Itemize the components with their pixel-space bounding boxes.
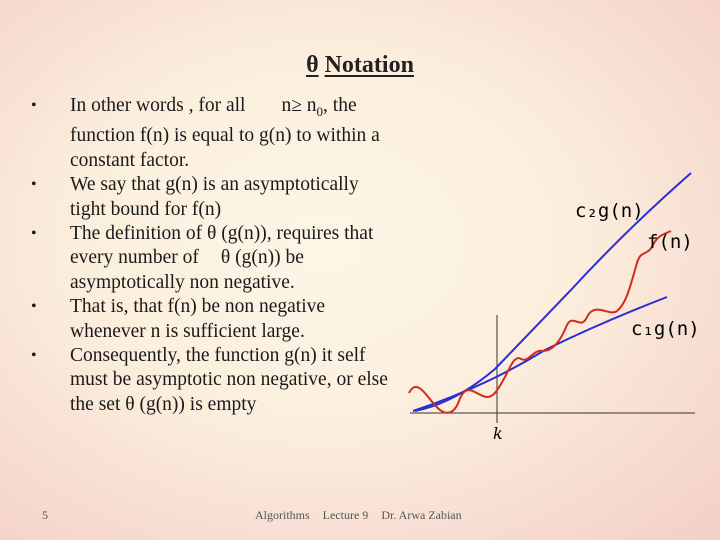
bullet-dot: • [31, 298, 37, 316]
f-curve [408, 230, 672, 414]
bullet-3-post: θ (g(n)) be asymptotically non negative. [70, 247, 304, 293]
f-label: f(n) [647, 231, 693, 253]
x-axis-k-label: k [493, 424, 503, 443]
bullet-5-text: Consequently, the function g(n) it self … [70, 344, 388, 415]
bullet-list: • In other words , for all n≥ n0, the fun… [28, 94, 388, 417]
bullet-item: • We say that g(n) is an asymptotically … [28, 173, 388, 222]
bullet-1-subscript: 0 [316, 103, 324, 119]
bullet-1-pre: In other words , for all [70, 95, 246, 116]
theta-bound-graph: c₂g(n) f(n) c₁g(n) k [408, 172, 700, 443]
bullet-3-pre: The definition of θ (g(n)), requires tha… [70, 222, 374, 269]
footer-lecture: Lecture 9 [322, 508, 369, 522]
lower-bound-label: c₁g(n) [631, 318, 700, 340]
bullet-dot: • [31, 346, 37, 364]
bullet-1-post: , the function f(n) is equal to g(n) to … [70, 95, 380, 171]
bullet-dot: • [31, 97, 37, 114]
footer-author: Dr. Arwa Zabian [381, 508, 462, 522]
bullet-4-text: That is, that f(n) be non negative whene… [70, 296, 326, 342]
lower-bound-curve [412, 296, 668, 412]
bullet-dot: • [31, 224, 37, 242]
footer-text: Algorithms Lecture 9 Dr. Arwa Zabian [255, 508, 472, 523]
page-number: 5 [42, 508, 48, 522]
bullet-item: • The definition of θ (g(n)), requires t… [28, 222, 388, 295]
slide-title: θ Notation [0, 52, 720, 79]
bullet-1-condition: n≥ n [281, 95, 317, 116]
title-text: Notation [324, 52, 414, 78]
bullet-item: • In other words , for all n≥ n0, the fun… [28, 94, 388, 173]
upper-bound-label: c₂g(n) [575, 200, 644, 222]
bullet-dot: • [31, 176, 37, 194]
footer-course: Algorithms [255, 508, 310, 522]
title-theta-symbol: θ [306, 52, 319, 78]
bullet-2-text: We say that g(n) is an asymptotically ti… [70, 174, 359, 220]
bullet-item: • That is, that f(n) be non negative whe… [28, 295, 388, 344]
bullet-item: • Consequently, the function g(n) it sel… [28, 344, 388, 417]
upper-bound-curve [414, 172, 692, 412]
